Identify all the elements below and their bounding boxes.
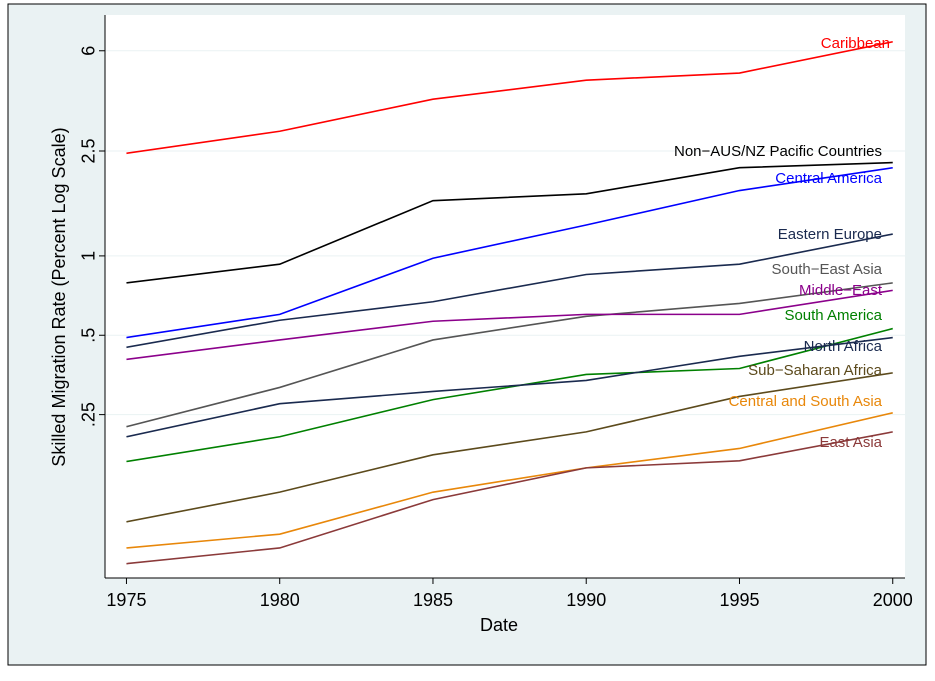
series-line	[126, 40, 893, 155]
y-tick-label: .25	[79, 402, 99, 427]
x-tick-label: 2000	[873, 590, 913, 610]
series-line	[126, 289, 893, 361]
y-tick-label: 1	[79, 251, 99, 261]
x-tick-label: 1985	[413, 590, 453, 610]
series-line	[126, 166, 893, 339]
series-label: Caribbean	[821, 35, 890, 52]
y-tick-label: 2.5	[79, 138, 99, 163]
series-label: South−East Asia	[772, 261, 883, 278]
series-line	[126, 233, 893, 349]
series-line	[126, 336, 893, 438]
series-line	[126, 161, 893, 284]
series-label: Central America	[775, 170, 882, 187]
series-label: East Asia	[819, 434, 882, 451]
y-tick-label: 6	[79, 46, 99, 56]
x-tick-label: 1980	[260, 590, 300, 610]
x-axis-title: Date	[480, 615, 518, 635]
series-label: Middle−East	[799, 282, 883, 299]
series-label: Sub−Saharan Africa	[748, 362, 883, 379]
series-line	[126, 412, 893, 549]
series-label: Eastern Europe	[778, 226, 882, 243]
y-axis-title: Skilled Migration Rate (Percent Log Scal…	[49, 127, 69, 466]
series-label: Central and South Asia	[729, 393, 883, 410]
series-line	[126, 327, 893, 463]
series-line	[126, 282, 893, 428]
series-label: Non−AUS/NZ Pacific Countries	[674, 143, 882, 160]
series-label: South America	[784, 307, 882, 324]
x-tick-label: 1990	[566, 590, 606, 610]
series-label: North Africa	[804, 338, 883, 355]
series-line	[126, 372, 893, 523]
y-tick-label: .5	[79, 328, 99, 343]
plot-area	[105, 15, 905, 578]
x-tick-label: 1975	[106, 590, 146, 610]
x-tick-label: 1995	[719, 590, 759, 610]
series-line	[126, 431, 893, 565]
